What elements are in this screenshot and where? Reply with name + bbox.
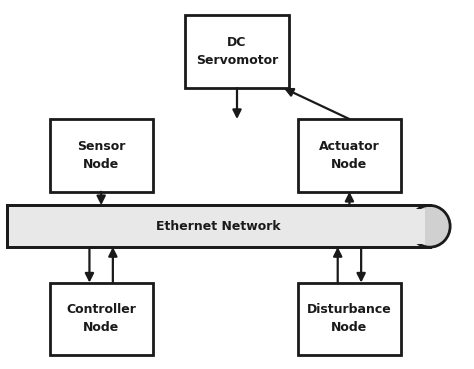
- Bar: [12, 209, 425, 244]
- Bar: [50, 283, 153, 355]
- Bar: [50, 119, 153, 192]
- Bar: [298, 283, 401, 355]
- Bar: [185, 15, 289, 88]
- Text: Controller
Node: Controller Node: [66, 303, 136, 334]
- Ellipse shape: [409, 206, 450, 247]
- Bar: [298, 119, 401, 192]
- Text: Sensor
Node: Sensor Node: [77, 140, 125, 171]
- Text: Ethernet Network: Ethernet Network: [156, 220, 281, 233]
- Bar: [8, 206, 429, 247]
- Text: Actuator
Node: Actuator Node: [319, 140, 380, 171]
- Text: Disturbance
Node: Disturbance Node: [307, 303, 392, 334]
- Text: DC
Servomotor: DC Servomotor: [196, 36, 278, 68]
